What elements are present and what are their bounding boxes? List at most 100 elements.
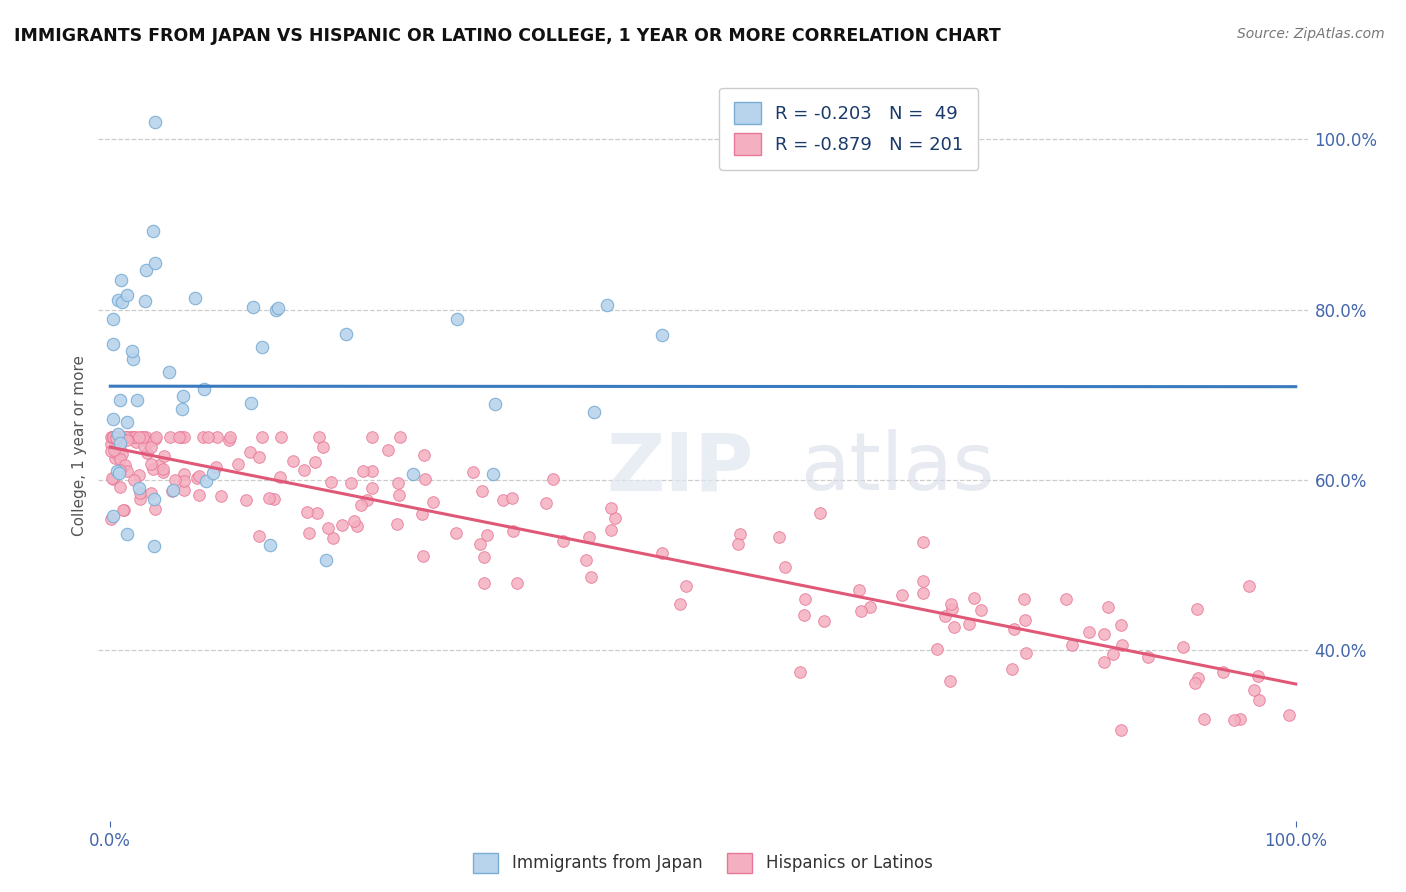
Point [1278,708,1301,723]
Point [1014,613,1036,627]
Point [108,430,131,444]
Point [103,442,125,457]
Point [104,445,127,459]
Point [1173,640,1195,655]
Point [1109,618,1132,632]
Point [135,263,157,277]
Point [250,430,273,444]
Point [1111,638,1133,652]
Point [101,430,124,444]
Point [319,475,342,490]
Point [1078,625,1101,640]
Point [600,501,623,516]
Point [101,430,124,444]
Point [107,293,129,307]
Point [173,474,195,488]
Point [110,273,132,287]
Text: Source: ZipAtlas.com: Source: ZipAtlas.com [1237,27,1385,41]
Point [194,474,217,488]
Point [385,516,408,531]
Point [101,336,124,351]
Point [1015,646,1038,660]
Point [131,430,153,444]
Point [201,466,224,480]
Point [305,506,328,520]
Point [205,430,228,444]
Point [413,472,436,486]
Point [377,442,399,457]
Point [411,508,433,522]
Point [191,430,214,444]
Point [197,430,219,444]
Point [412,549,434,564]
Point [941,597,963,611]
Point [139,486,162,500]
Point [728,527,751,541]
Point [121,343,143,358]
Point [578,530,600,544]
Point [114,458,136,472]
Point [110,480,132,494]
Point [101,430,124,444]
Point [105,464,128,478]
Point [727,537,749,551]
Point [257,491,280,505]
Point [259,538,281,552]
Text: IMMIGRANTS FROM JAPAN VS HISPANIC OR LATINO COLLEGE, 1 YEAR OR MORE CORRELATION : IMMIGRANTS FROM JAPAN VS HISPANIC OR LAT… [14,27,1001,45]
Point [169,430,191,444]
Point [100,443,122,458]
Point [108,393,131,408]
Text: atlas: atlas [800,429,994,508]
Point [461,465,484,479]
Point [115,430,138,444]
Point [100,437,122,451]
Point [247,529,270,543]
Point [134,294,156,309]
Point [849,604,872,618]
Point [1212,665,1234,679]
Point [813,615,835,629]
Point [346,518,368,533]
Point [1137,650,1160,665]
Point [100,512,122,526]
Point [142,492,165,507]
Point [143,256,166,270]
Point [446,311,468,326]
Point [534,496,557,510]
Point [128,467,150,482]
Point [352,464,374,478]
Point [188,468,211,483]
Point [122,430,145,444]
Point [1247,669,1270,683]
Point [859,599,882,614]
Point [250,340,273,354]
Point [793,607,815,622]
Point [165,473,187,487]
Point [100,430,122,444]
Point [108,452,131,467]
Point [173,483,195,497]
Point [128,430,150,444]
Point [115,433,138,447]
Point [1092,655,1115,669]
Point [143,115,166,129]
Point [173,430,195,444]
Point [270,430,292,444]
Point [110,463,132,477]
Point [122,473,145,487]
Point [235,492,257,507]
Point [115,415,138,429]
Point [1102,647,1125,661]
Point [141,457,163,471]
Point [472,550,495,565]
Point [239,445,262,459]
Point [103,430,125,444]
Point [121,430,143,444]
Point [242,300,264,314]
Point [240,396,263,410]
Point [315,553,337,567]
Point [101,472,124,486]
Point [651,546,673,560]
Point [152,462,174,476]
Point [911,574,934,588]
